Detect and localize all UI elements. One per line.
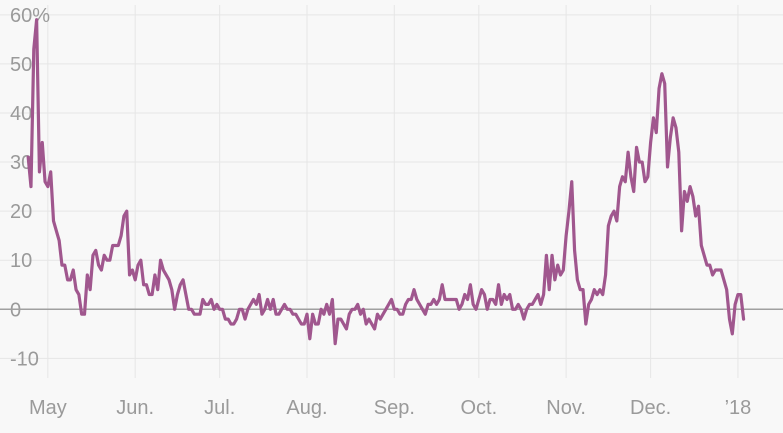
x-axis-ticks: May Jun. Jul. Aug. Sep. Oct. Nov. Dec. ’18 bbox=[29, 397, 751, 419]
x-tick-label: May bbox=[29, 397, 67, 419]
y-tick-label: 60% bbox=[10, 5, 50, 27]
x-tick-label: Dec. bbox=[630, 397, 671, 419]
x-tick-label: Nov. bbox=[546, 397, 586, 419]
y-tick-label: 20 bbox=[10, 201, 32, 223]
x-tick-label: Sep. bbox=[374, 397, 415, 419]
x-tick-label: Jun. bbox=[116, 397, 154, 419]
y-tick-label: 0 bbox=[10, 299, 21, 321]
y-tick-label: -10 bbox=[10, 348, 39, 370]
y-tick-label: 10 bbox=[10, 250, 32, 272]
y-tick-label: 50 bbox=[10, 54, 32, 76]
x-tick-label: ’18 bbox=[725, 397, 752, 419]
x-tick-label: Oct. bbox=[460, 397, 497, 419]
x-tick-label: Aug. bbox=[286, 397, 327, 419]
gridlines bbox=[0, 5, 783, 378]
y-tick-label: 40 bbox=[10, 103, 32, 125]
series-group bbox=[0, 18, 783, 346]
x-tick-label: Jul. bbox=[204, 397, 235, 419]
series-line bbox=[26, 18, 746, 346]
